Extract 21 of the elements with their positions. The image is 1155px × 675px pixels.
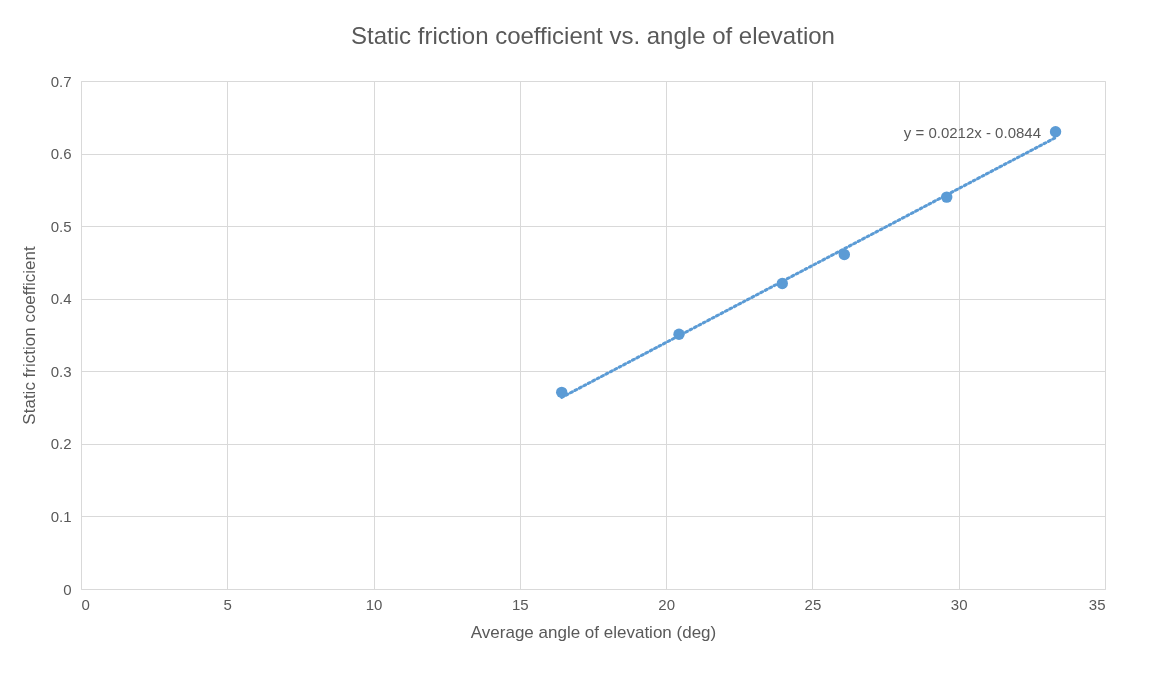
- y-tick-label: 0: [63, 580, 72, 598]
- y-axis-title: Static friction coefficient: [19, 246, 39, 425]
- x-tick-label: 0: [81, 595, 90, 613]
- y-tick-label: 0.3: [50, 362, 72, 380]
- y-tick-label: 0.6: [50, 145, 72, 163]
- y-tick-label: 0.4: [50, 290, 72, 308]
- x-tick-label: 35: [1088, 595, 1106, 613]
- chart-title: Static friction coefficient vs. angle of elevation: [351, 22, 835, 49]
- x-tick-label: 5: [223, 595, 232, 613]
- annotation: y = 0.0212x - 0.0844: [903, 124, 1041, 141]
- x-tick-label: 20: [658, 595, 675, 613]
- point: [1049, 126, 1062, 138]
- y-tick-label: 0.2: [50, 435, 72, 453]
- x-tick-label: 10: [365, 595, 383, 613]
- x-tick-label: 25: [804, 595, 822, 613]
- y-tick-label: 0.5: [50, 217, 72, 235]
- x-axis-title: Average angle of elevation (deg): [470, 622, 717, 642]
- x-tick-label: 30: [950, 595, 968, 613]
- y-tick-label: 0.1: [50, 507, 72, 525]
- x-tick-label: 15: [512, 595, 529, 613]
- y-tick-label: 0.7: [50, 72, 72, 90]
